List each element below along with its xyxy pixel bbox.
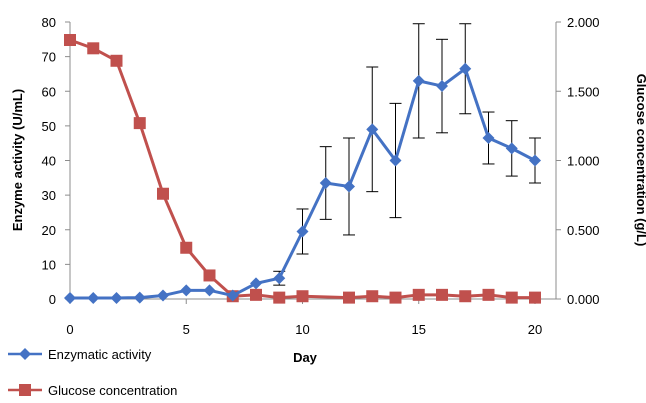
legend-item-enzymatic-activity: Enzymatic activity — [8, 347, 152, 362]
data-point-enzymatic — [87, 291, 100, 304]
legend-item-glucose-concentration: Glucose concentration — [8, 383, 177, 398]
data-point-glucose — [87, 42, 100, 55]
data-point-enzymatic — [296, 225, 309, 238]
data-point-enzymatic — [64, 291, 76, 304]
data-point-enzymatic — [412, 74, 425, 87]
x-tick-label: 20 — [528, 322, 542, 337]
y-right-tick-label: 0.000 — [567, 292, 600, 307]
data-point-enzymatic — [343, 180, 355, 193]
data-point-enzymatic — [529, 154, 541, 167]
legend-label-glucose: Glucose concentration — [48, 383, 177, 398]
y-right-tick-label: 1.500 — [567, 84, 600, 99]
axes-layer — [69, 22, 557, 300]
y-left-tick-label: 20 — [42, 223, 56, 238]
y-left-tick-label: 40 — [42, 154, 56, 169]
legend-marker-diamond — [19, 348, 31, 360]
y-left-tick-label: 30 — [42, 188, 56, 203]
y-left-tick-label: 80 — [42, 15, 56, 30]
data-point-glucose — [412, 288, 425, 301]
legend-label-enzymatic: Enzymatic activity — [48, 347, 152, 362]
y-left-tick-label: 60 — [42, 84, 56, 99]
x-tick-label: 10 — [295, 322, 309, 337]
data-point-enzymatic — [110, 291, 123, 304]
x-tick-label: 15 — [412, 322, 426, 337]
data-point-glucose — [296, 290, 309, 303]
data-point-glucose — [389, 291, 402, 304]
data-point-glucose — [250, 288, 262, 301]
y-left-tick-label: 10 — [42, 257, 56, 272]
x-axis-title: Day — [293, 350, 318, 365]
data-point-enzymatic — [250, 277, 262, 290]
data-point-enzymatic — [319, 177, 332, 190]
y-right-tick-label: 2.000 — [567, 15, 600, 30]
data-point-enzymatic — [389, 154, 402, 167]
y-axis-right-title: Glucose concentration (g/L) — [634, 74, 646, 247]
y-right-tick-label: 1.000 — [567, 154, 600, 169]
data-point-enzymatic — [157, 289, 169, 302]
y-right-tick-label: 0.500 — [567, 223, 600, 238]
data-point-enzymatic — [226, 289, 239, 302]
data-point-glucose — [133, 117, 146, 130]
data-point-enzymatic — [180, 284, 193, 297]
data-point-glucose — [203, 269, 216, 282]
data-point-glucose — [505, 291, 518, 304]
data-point-enzymatic — [436, 80, 448, 93]
x-tick-label: 0 — [66, 322, 73, 337]
data-point-glucose — [157, 187, 169, 200]
data-point-glucose — [110, 54, 123, 67]
legend-marker-square — [19, 384, 31, 396]
y-left-tick-label: 50 — [42, 119, 56, 134]
y-left-tick-label: 70 — [42, 50, 56, 65]
data-point-enzymatic — [203, 284, 216, 297]
data-point-enzymatic — [366, 123, 379, 136]
data-point-enzymatic — [459, 62, 472, 75]
x-tick-label: 5 — [183, 322, 190, 337]
data-point-glucose — [343, 291, 355, 304]
y-left-tick-label: 0 — [49, 292, 56, 307]
data-point-glucose — [482, 288, 495, 301]
data-point-glucose — [436, 288, 448, 301]
data-point-glucose — [459, 290, 472, 303]
data-point-enzymatic — [505, 142, 518, 155]
data-point-glucose — [64, 34, 76, 47]
data-point-enzymatic — [482, 131, 495, 144]
data-point-glucose — [273, 291, 286, 304]
data-point-enzymatic — [273, 272, 286, 285]
data-point-glucose — [366, 290, 379, 303]
data-point-enzymatic — [133, 291, 146, 304]
ticks-layer: 010203040506070800.0000.5001.0001.5002.0… — [42, 15, 600, 337]
legend: Enzymatic activity Glucose concentration — [8, 347, 177, 398]
data-point-glucose — [529, 291, 541, 304]
series-layer — [64, 23, 541, 304]
data-point-glucose — [180, 241, 193, 254]
y-axis-left-title: Enzyme activity (U/mL) — [10, 89, 25, 231]
